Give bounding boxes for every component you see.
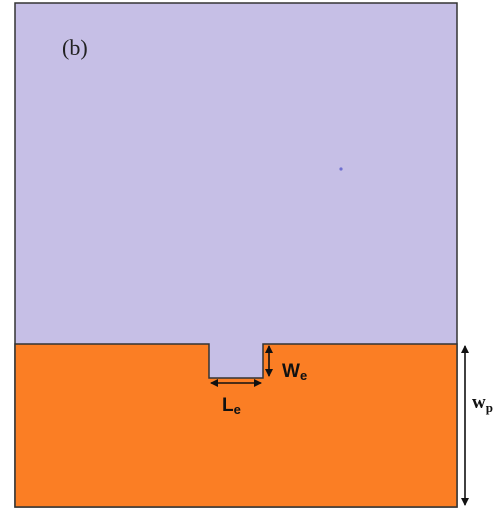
- slot-length-label-main: L: [222, 395, 234, 416]
- slot-width-label: We: [282, 361, 307, 383]
- ground-width-label-sub: p: [486, 400, 493, 415]
- slot-length-label: Le: [222, 395, 241, 417]
- ground-width-label: wp: [472, 392, 493, 415]
- slot-length-label-sub: e: [234, 402, 241, 417]
- substrate-marker-dot: [339, 167, 343, 171]
- panel-label: (b): [62, 35, 88, 60]
- ground-plane-with-slot: [14, 343, 458, 508]
- ground-width-label-main: w: [472, 392, 486, 413]
- slot-width-label-sub: e: [300, 368, 307, 383]
- slot-width-label-main: W: [282, 361, 300, 382]
